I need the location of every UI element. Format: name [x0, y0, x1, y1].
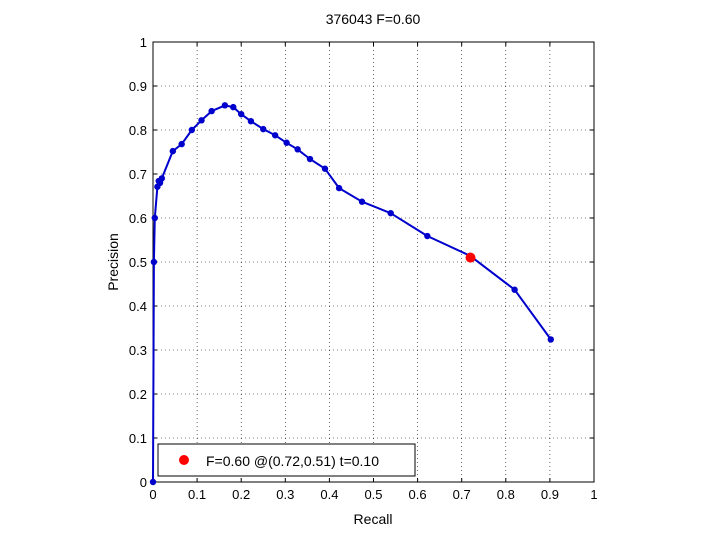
series-point — [188, 126, 196, 134]
chart-title: 376043 F=0.60 — [326, 11, 421, 27]
x-tick-label: 0.6 — [409, 487, 427, 502]
x-axis-label: Recall — [354, 511, 393, 527]
x-tick-label: 0.7 — [453, 487, 471, 502]
series-point — [335, 184, 343, 192]
x-tick-label: 0 — [149, 487, 156, 502]
series-line — [152, 104, 552, 483]
series-point — [151, 214, 158, 222]
y-tick-label: 0.8 — [129, 123, 147, 138]
series-point — [387, 209, 394, 217]
x-tick-label: 1 — [590, 487, 597, 502]
series-point — [424, 232, 431, 240]
series-point — [208, 107, 215, 115]
series-point — [260, 125, 267, 133]
series-point — [247, 118, 255, 125]
series-point — [198, 117, 205, 124]
x-tick-label: 0.4 — [320, 487, 338, 502]
x-tick-label: 0.2 — [232, 487, 250, 502]
series-point — [169, 147, 177, 155]
legend: F=0.60 @(0.72,0.51) t=0.10 — [157, 443, 416, 477]
legend-marker-red-dot — [179, 455, 189, 465]
series-point — [321, 165, 329, 172]
series-point — [149, 478, 157, 486]
y-tick-label: 0.4 — [129, 299, 147, 314]
series-point — [547, 336, 554, 343]
y-axis-label: Precision — [105, 233, 121, 291]
series-point — [178, 140, 185, 148]
y-tick-label: 0 — [140, 475, 147, 490]
grid-layer — [153, 42, 594, 482]
series-point — [221, 102, 229, 109]
y-tick-label: 0.2 — [129, 387, 147, 402]
series-layer — [149, 102, 554, 486]
series-point — [283, 139, 290, 146]
x-tick-label: 0.8 — [497, 487, 515, 502]
highlight-layer — [465, 252, 476, 263]
legend-box — [157, 443, 416, 477]
y-tick-label: 1 — [140, 35, 147, 50]
ticks-layer: 0 0.1 0.2 0.3 0.4 0.5 0.6 0.7 0.8 0.9 1 0 0.1 0.2 0.3 0… — [129, 35, 598, 502]
series-point — [306, 155, 314, 163]
y-tick-label: 0.3 — [129, 343, 147, 358]
y-tick-label: 0.9 — [129, 79, 147, 94]
x-tick-label: 0.9 — [541, 487, 559, 502]
series-point — [511, 286, 518, 293]
series-point — [150, 258, 158, 266]
series-point — [294, 146, 301, 153]
series-point — [238, 110, 245, 118]
best-f-point — [465, 252, 476, 263]
x-tick-label: 0.3 — [276, 487, 294, 502]
x-tick-label: 0.1 — [188, 487, 206, 502]
y-tick-label: 0.5 — [129, 255, 147, 270]
y-tick-label: 0.6 — [129, 211, 147, 226]
y-tick-label: 0.7 — [129, 167, 147, 182]
legend-label: F=0.60 @(0.72,0.51) t=0.10 — [206, 453, 379, 469]
series-point — [358, 198, 366, 205]
y-tick-label: 0.1 — [129, 431, 147, 446]
series-point — [230, 103, 237, 111]
x-tick-label: 0.5 — [364, 487, 382, 502]
series-point — [271, 132, 279, 139]
series-point — [158, 175, 166, 182]
